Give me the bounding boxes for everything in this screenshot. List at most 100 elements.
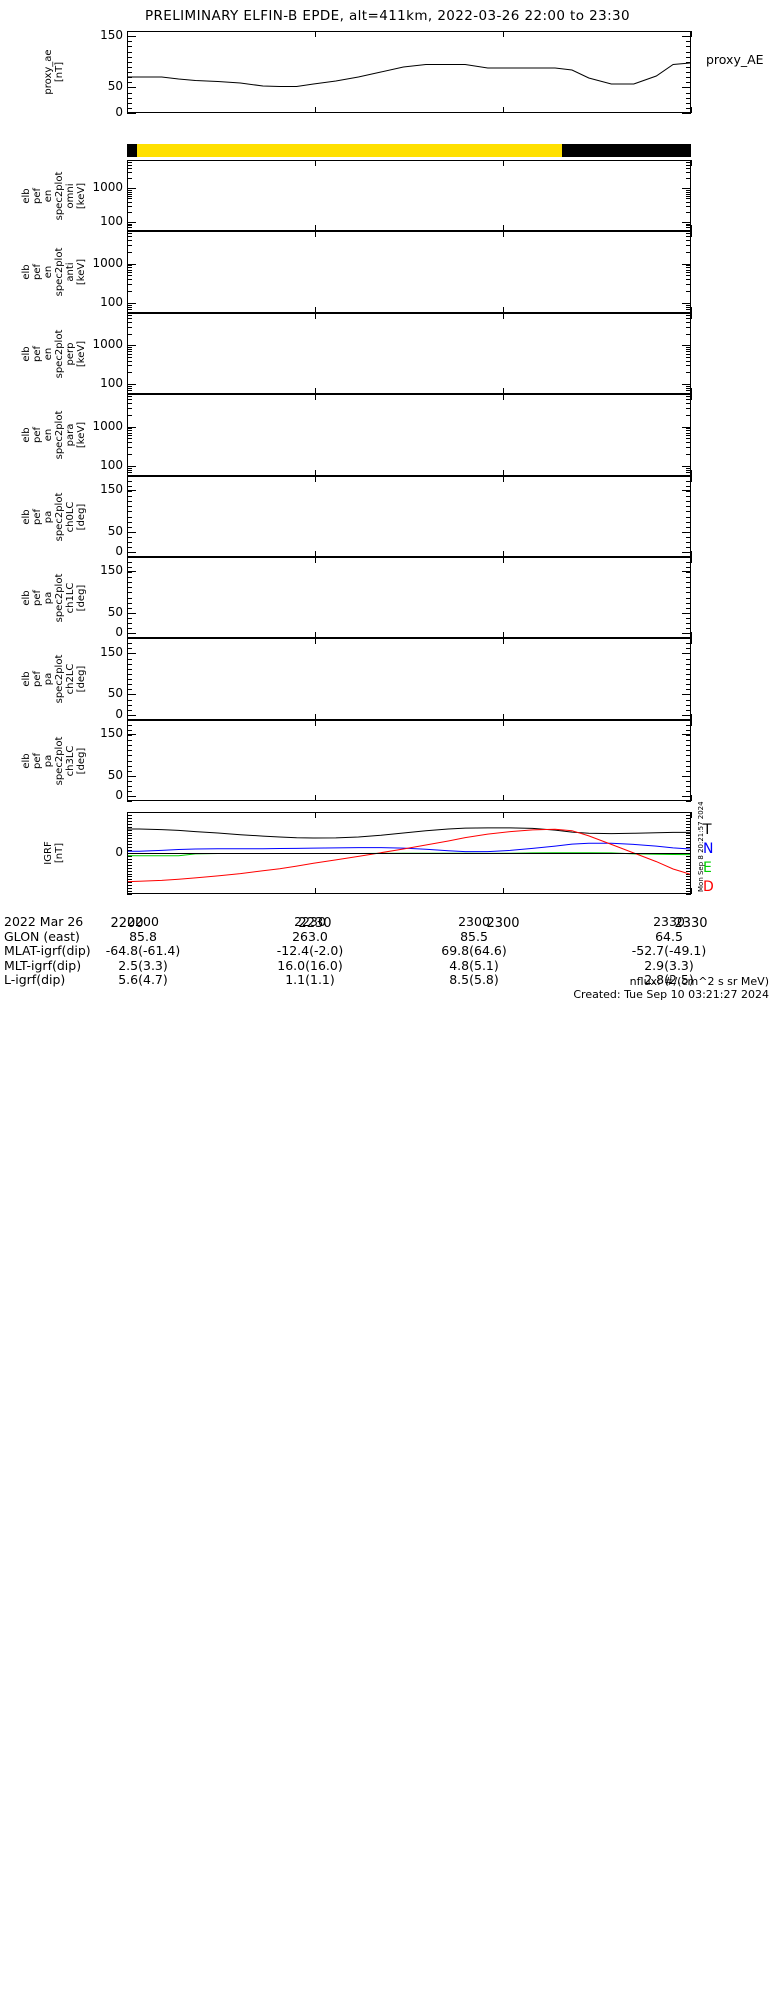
xtick-mark: [127, 313, 128, 319]
ytick-minor: [686, 618, 691, 619]
xtick-mark: [127, 470, 128, 476]
ytick-minor: [686, 582, 691, 583]
ytick-minor: [127, 403, 132, 404]
ytick-minor: [686, 847, 691, 848]
ytick-minor: [127, 577, 132, 578]
series-canvas-proxy-ae: [128, 62, 690, 87]
created-note: Created: Tue Sep 10 03:21:27 2024: [573, 988, 769, 1001]
xtick-mark: [315, 470, 316, 476]
ytick-minor: [127, 776, 132, 777]
xtick-mark: [315, 795, 316, 801]
ytick-minor: [127, 284, 132, 285]
ytick-minor: [686, 82, 691, 83]
ylabel-line: spec2plot: [54, 410, 65, 460]
ytick-minor: [686, 108, 691, 109]
ytick-mark: [682, 490, 691, 491]
ytick-minor: [127, 856, 132, 857]
ytick-minor: [686, 438, 691, 439]
ytick-minor: [686, 386, 691, 387]
ytick-minor: [686, 357, 691, 358]
ytick-label: 0: [115, 788, 123, 803]
ytick-minor: [127, 475, 132, 476]
ytick-minor: [127, 275, 132, 276]
ytick-minor: [686, 821, 691, 822]
ytick-minor: [686, 710, 691, 711]
ytick-minor: [127, 108, 132, 109]
ytick-minor: [127, 267, 132, 268]
xtick-mark: [503, 557, 504, 563]
ytick-minor: [686, 841, 691, 842]
xtick-mark: [315, 231, 316, 237]
ytick-minor: [127, 694, 132, 695]
ytick-minor: [127, 882, 132, 883]
ytick-label: 50: [107, 767, 123, 782]
ytick-minor: [127, 796, 132, 797]
ylabel-line: pa: [43, 591, 54, 604]
ytick-minor: [127, 710, 132, 711]
table-cell: 2300: [458, 914, 490, 929]
ytick-label: 1000: [92, 418, 123, 433]
xtick-mark: [503, 720, 504, 726]
xtick-mark: [691, 812, 692, 818]
ytick-minor: [686, 178, 691, 179]
xtick-mark: [315, 225, 316, 231]
ytick-minor: [127, 891, 132, 892]
xtick-mark: [127, 394, 128, 400]
ytick-label: 50: [107, 604, 123, 619]
ytick-minor: [127, 705, 132, 706]
ytick-label: 100: [100, 375, 123, 390]
ytick-minor: [127, 679, 132, 680]
ytick-mark: [127, 222, 136, 223]
ytick-minor: [686, 168, 691, 169]
ylabel-line: pef: [32, 508, 43, 525]
ytick-minor: [127, 818, 132, 819]
ytick-minor: [127, 827, 132, 828]
ytick-minor: [127, 582, 132, 583]
ylabel-line: spec2plot: [54, 329, 65, 378]
ytick-minor: [686, 390, 691, 391]
ytick-minor: [127, 766, 132, 767]
xtick-mark: [691, 225, 692, 231]
ytick-minor: [686, 236, 691, 237]
ytick-minor: [686, 592, 691, 593]
ytick-minor: [686, 98, 691, 99]
xtick-mark: [127, 551, 128, 557]
ytick-minor: [127, 562, 132, 563]
table-cell: 2230: [294, 914, 326, 929]
ytick-minor: [686, 472, 691, 473]
ytick-minor: [686, 62, 691, 63]
ytick-minor: [686, 638, 691, 639]
xtick-mark: [503, 160, 504, 166]
ytick-minor: [686, 750, 691, 751]
ytick-minor: [686, 818, 691, 819]
ytick-minor: [127, 52, 132, 53]
ytick-minor: [127, 618, 132, 619]
ytick-minor: [686, 537, 691, 538]
xtick-label: 2330: [674, 916, 708, 931]
panel-frame-pa-ch2lc: [127, 638, 691, 720]
igrf-legend-E: E: [703, 860, 712, 876]
ytick-minor: [127, 454, 132, 455]
ytick-minor: [686, 603, 691, 604]
ytick-minor: [127, 506, 132, 507]
ytick-minor: [686, 745, 691, 746]
ytick-minor: [127, 41, 132, 42]
ytick-minor: [127, 93, 132, 94]
ytick-mark: [682, 571, 691, 572]
ytick-minor: [686, 874, 691, 875]
ytick-minor: [127, 833, 132, 834]
ytick-minor: [686, 103, 691, 104]
table-row: MLT-igrf(dip) 2.5(3.3) 16.0(16.0) 4.8(5.1) 2…: [4, 958, 771, 974]
xtick-mark: [127, 231, 128, 237]
xtick-mark: [315, 107, 316, 113]
ytick-minor: [686, 172, 691, 173]
ytick-minor: [686, 305, 691, 306]
ytick-minor: [127, 57, 132, 58]
ylabel-line: pef: [32, 589, 43, 606]
ytick-mark: [127, 303, 136, 304]
ytick-minor: [686, 481, 691, 482]
xtick-mark: [691, 31, 692, 37]
ytick-minor: [686, 240, 691, 241]
ytick-minor: [686, 272, 691, 273]
xtick-mark: [127, 476, 128, 482]
